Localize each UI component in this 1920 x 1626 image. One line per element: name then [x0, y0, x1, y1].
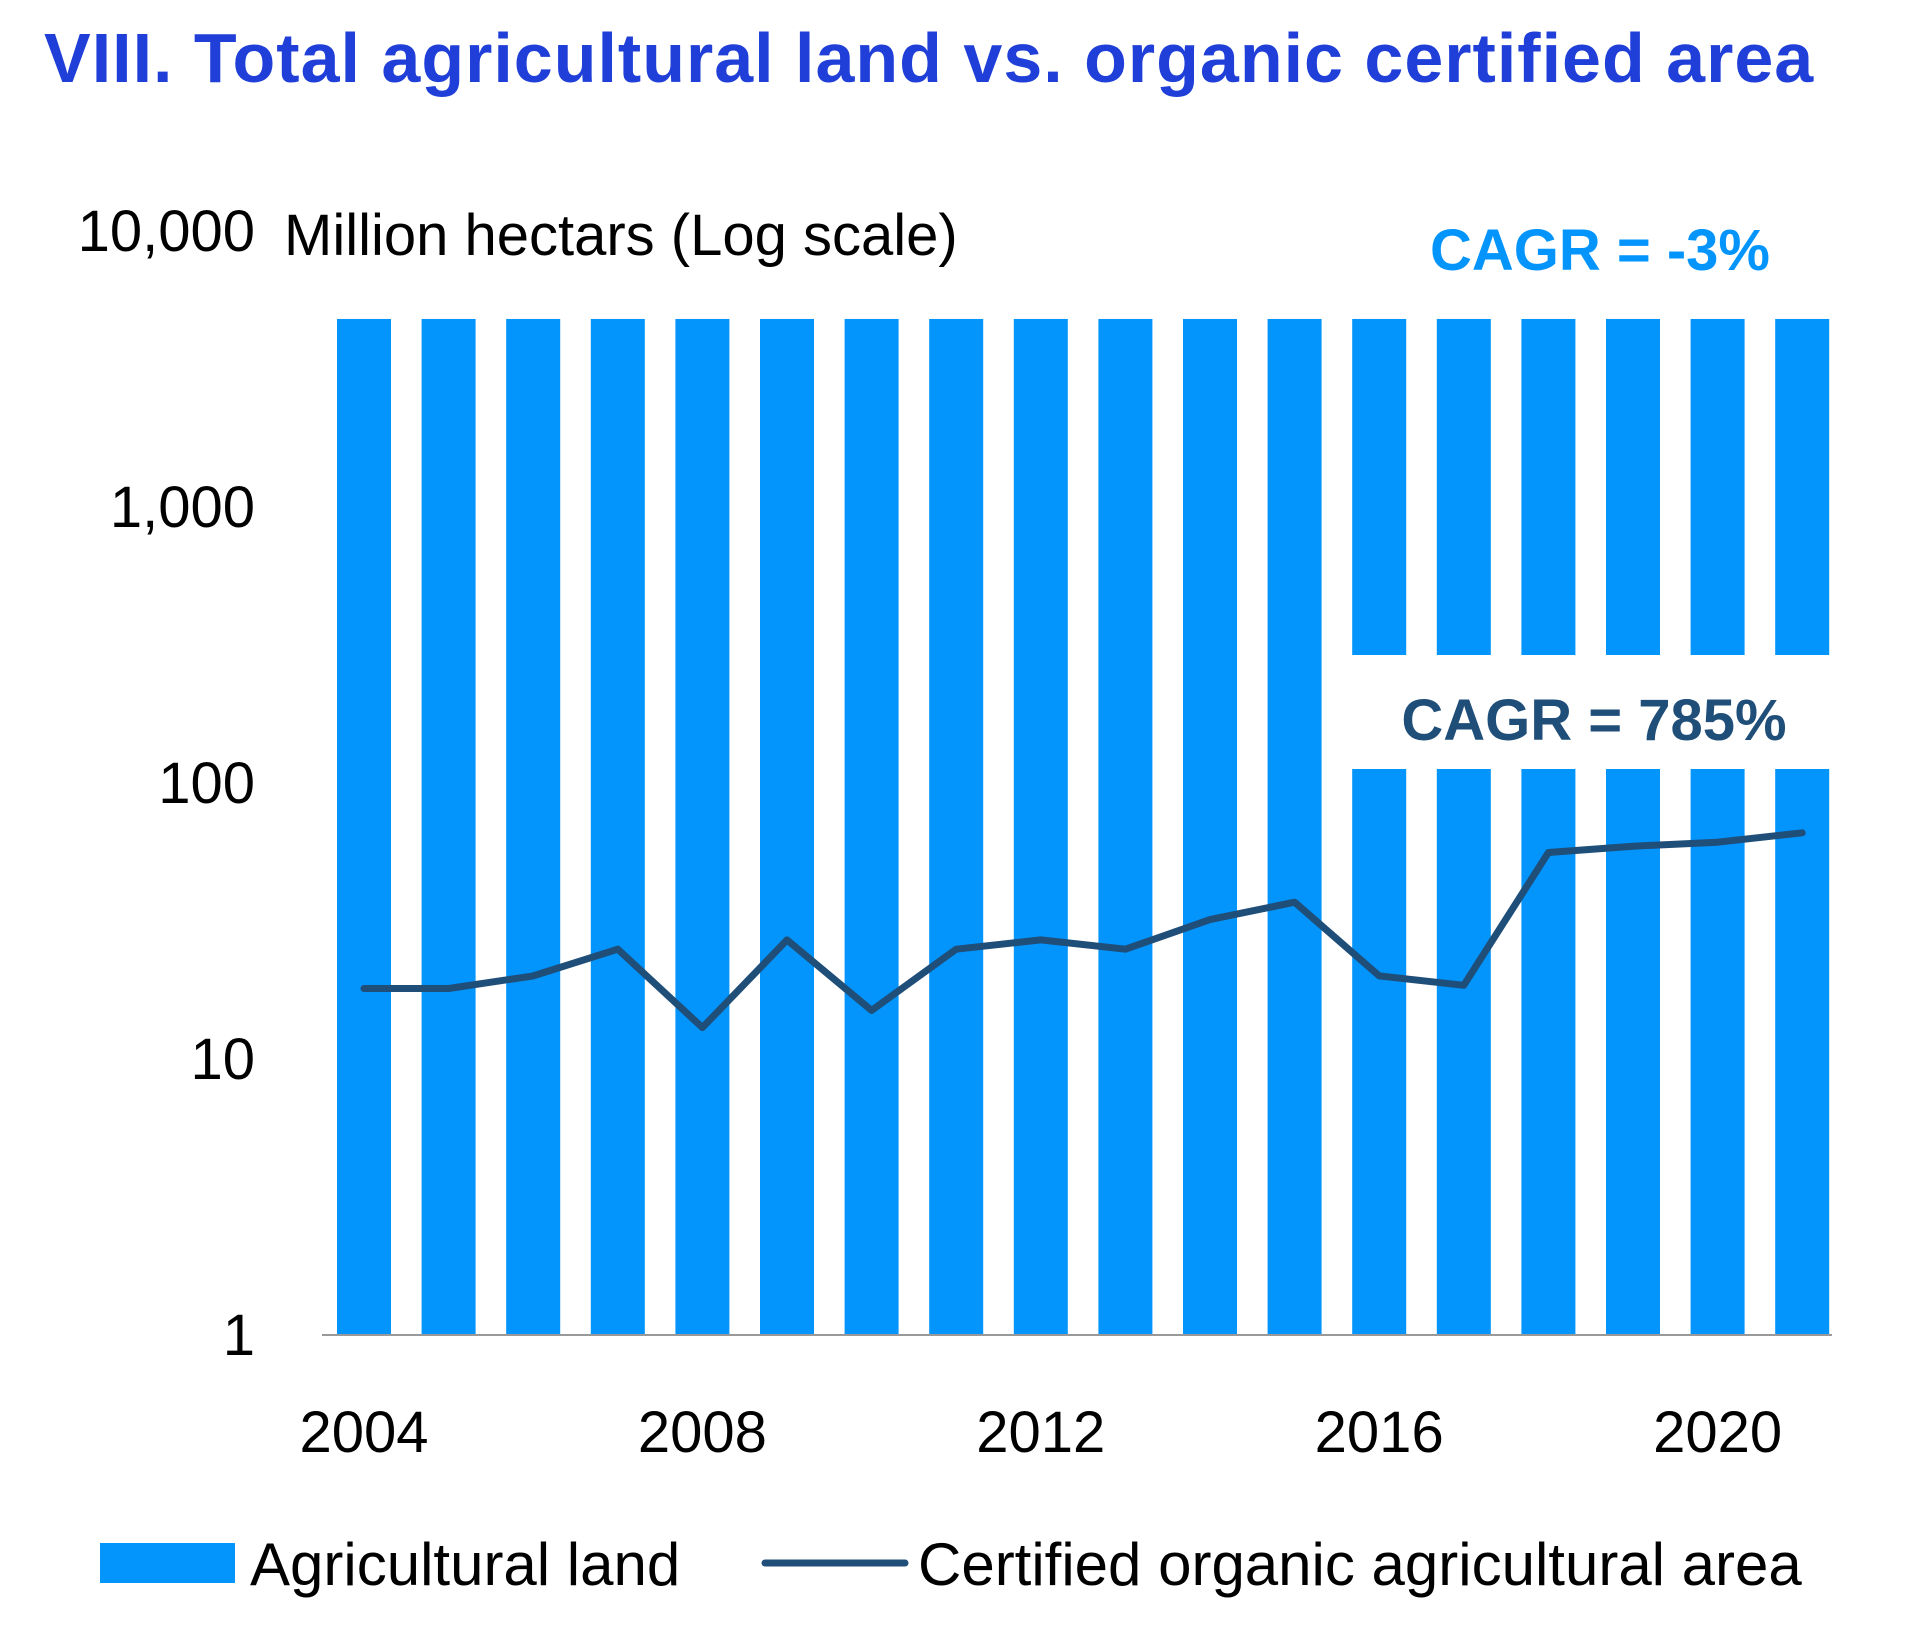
cagr-agricultural-land: CAGR = -3% — [1430, 218, 1770, 283]
bar-2020 — [1690, 318, 1745, 1335]
y-axis-ticks: 1 10 100 1,000 10,000 — [78, 199, 255, 1368]
axis-break-2018 — [1519, 655, 1578, 769]
cagr-organic-area: CAGR = 785% — [1401, 688, 1786, 753]
bar-2021 — [1775, 318, 1830, 1335]
bar-2015 — [1267, 318, 1322, 1335]
y-tick-label: 10 — [190, 1027, 255, 1092]
bar-2017 — [1436, 318, 1491, 1335]
legend-label-certified-organic: Certified organic agricultural area — [918, 1531, 1802, 1598]
x-tick-label: 2016 — [1315, 1400, 1444, 1465]
legend: Agricultural land Certified organic agri… — [100, 1531, 1802, 1598]
y-tick-label: 1 — [223, 1303, 255, 1368]
line-series-certified-organic — [360, 829, 1806, 1032]
bar-2014 — [1183, 318, 1237, 1335]
x-axis-ticks: 2004 2008 2012 2016 2020 — [299, 1400, 1782, 1465]
bar-series-agricultural-land — [337, 318, 1830, 1335]
x-tick-label: 2020 — [1653, 1400, 1782, 1465]
y-tick-label: 100 — [158, 751, 255, 816]
bar-2013 — [1098, 318, 1153, 1335]
bar-2006 — [506, 318, 561, 1335]
bar-2012 — [1013, 318, 1068, 1335]
bar-2018 — [1521, 318, 1576, 1335]
axis-break-2021 — [1773, 655, 1832, 769]
bar-2016 — [1352, 318, 1407, 1335]
axis-break-2020 — [1688, 655, 1747, 769]
y-tick-label: 10,000 — [78, 199, 255, 264]
bar-2004 — [337, 318, 391, 1335]
axis-break-gaps — [1350, 655, 1832, 769]
x-tick-label: 2004 — [299, 1400, 428, 1465]
bar-2007 — [590, 318, 645, 1335]
bar-2019 — [1606, 318, 1660, 1335]
bar-2005 — [421, 318, 476, 1335]
bar-2008 — [675, 318, 730, 1335]
bar-2009 — [760, 318, 814, 1335]
x-tick-label: 2008 — [638, 1400, 767, 1465]
bar-2011 — [929, 318, 984, 1335]
x-tick-label: 2012 — [976, 1400, 1105, 1465]
axis-break-2019 — [1604, 655, 1662, 769]
legend-swatch-agricultural-land — [100, 1543, 235, 1583]
chart-title: VIII. Total agricultural land vs. organi… — [44, 19, 1815, 97]
bar-2010 — [844, 318, 899, 1335]
axis-break-2016 — [1350, 655, 1409, 769]
y-tick-label: 1,000 — [110, 475, 255, 540]
axis-break-2017 — [1434, 655, 1493, 769]
legend-label-agricultural-land: Agricultural land — [250, 1531, 680, 1598]
y-axis-unit-label: Million hectars (Log scale) — [284, 203, 958, 268]
